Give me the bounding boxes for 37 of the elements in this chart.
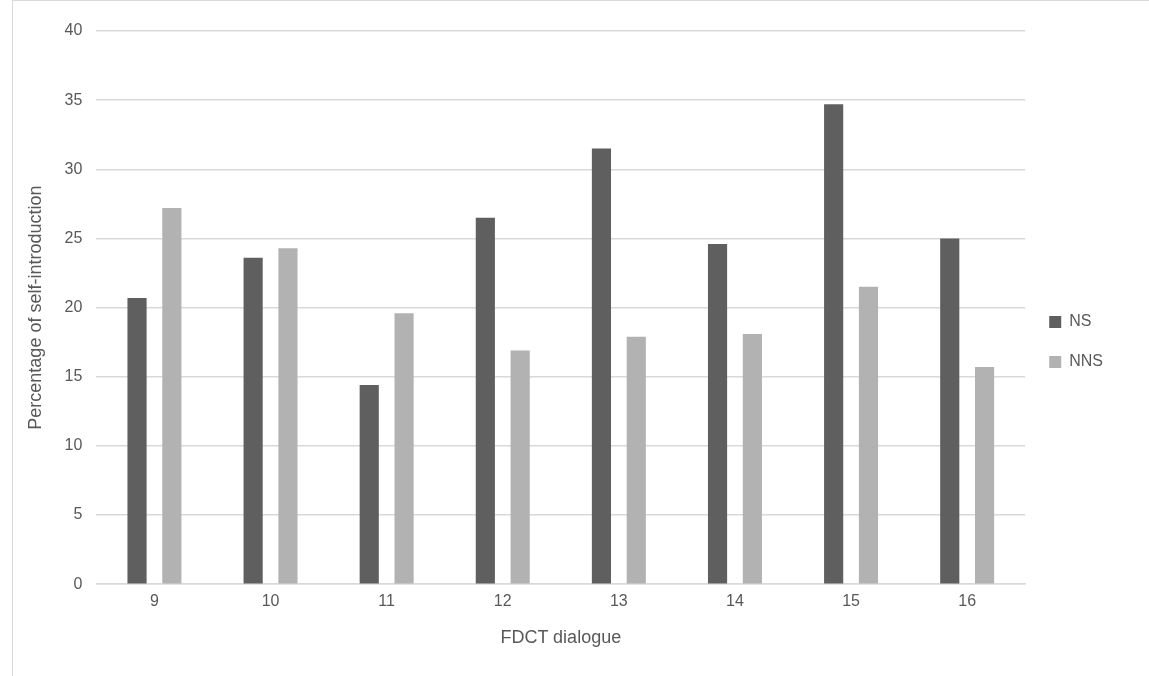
bar: [626, 336, 646, 584]
legend-label: NNS: [1069, 352, 1103, 370]
y-axis-title: Percentage of self-introduction: [24, 185, 45, 430]
y-tick-label: 35: [64, 90, 83, 108]
x-tick-label: 9: [150, 592, 159, 610]
bar: [127, 297, 147, 584]
bar: [824, 104, 844, 584]
x-tick-label: 10: [261, 592, 280, 610]
bar: [707, 243, 728, 584]
y-tick-label: 5: [73, 505, 83, 523]
legend-label: NS: [1069, 312, 1092, 330]
y-tick-label: 0: [73, 574, 83, 592]
bar: [591, 148, 612, 584]
bar: [975, 367, 995, 584]
x-tick-label: 12: [493, 592, 512, 610]
x-axis-title: FDCT dialogue: [500, 627, 622, 648]
bar: [940, 238, 960, 584]
x-tick-label: 11: [378, 592, 396, 610]
y-tick-label: 10: [64, 436, 83, 454]
y-tick-label: 40: [64, 21, 83, 39]
x-tick-label: 14: [726, 592, 744, 610]
bar: [162, 208, 182, 584]
x-tick-label: 16: [958, 592, 977, 610]
bar: [278, 248, 298, 584]
y-tick-label: 25: [64, 228, 83, 246]
bar: [475, 217, 495, 584]
x-tick-label: 15: [842, 592, 861, 610]
bar: [858, 286, 879, 584]
y-tick-label: 30: [64, 159, 83, 177]
bar: [359, 385, 379, 584]
y-tick-label: 15: [64, 367, 83, 385]
bar: [510, 350, 530, 584]
bar: [243, 257, 263, 584]
x-tick-label: 13: [609, 592, 628, 610]
bar: [742, 333, 762, 584]
bar: [394, 313, 414, 584]
y-tick-label: 20: [64, 298, 83, 316]
